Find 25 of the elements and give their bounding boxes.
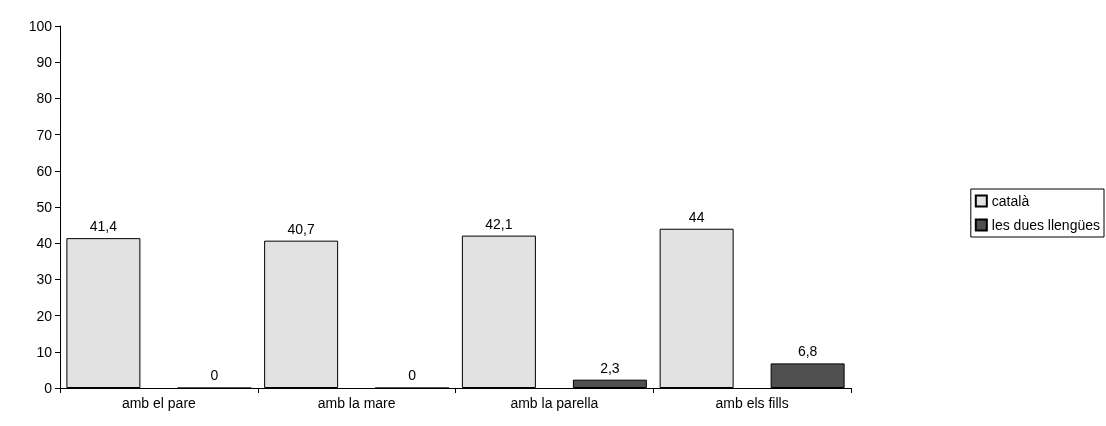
x-tick-label: amb la parella: [510, 395, 599, 411]
y-tick-label: 70: [36, 126, 53, 143]
data-label: 0: [210, 367, 219, 383]
data-label: 2,3: [600, 359, 620, 376]
x-tick-label: amb la mare: [317, 395, 396, 411]
x-tick-label: amb els fills: [715, 395, 789, 411]
data-label: 42,1: [485, 215, 513, 232]
legend-label: català: [991, 193, 1030, 209]
y-tick-label: 30: [36, 271, 53, 288]
y-tick-label: 100: [28, 18, 53, 34]
y-tick-label: 90: [36, 54, 53, 71]
legend-label: les dues llengües: [991, 217, 1100, 233]
y-tick-label: 50: [36, 199, 53, 215]
data-label: 41,4: [89, 218, 118, 235]
y-tick-label: 40: [36, 235, 53, 252]
y-tick-label: 60: [36, 162, 53, 179]
y-tick-label: 80: [36, 90, 53, 107]
y-tick-label: 0: [44, 380, 53, 396]
x-tick-label: amb el pare: [121, 395, 197, 411]
data-label: 6,8: [797, 343, 818, 360]
data-label: 44: [688, 208, 705, 225]
data-label: 40,7: [287, 220, 315, 237]
y-tick-label: 20: [36, 307, 53, 324]
y-tick-label: 10: [36, 343, 53, 360]
data-label: 0: [408, 367, 417, 383]
